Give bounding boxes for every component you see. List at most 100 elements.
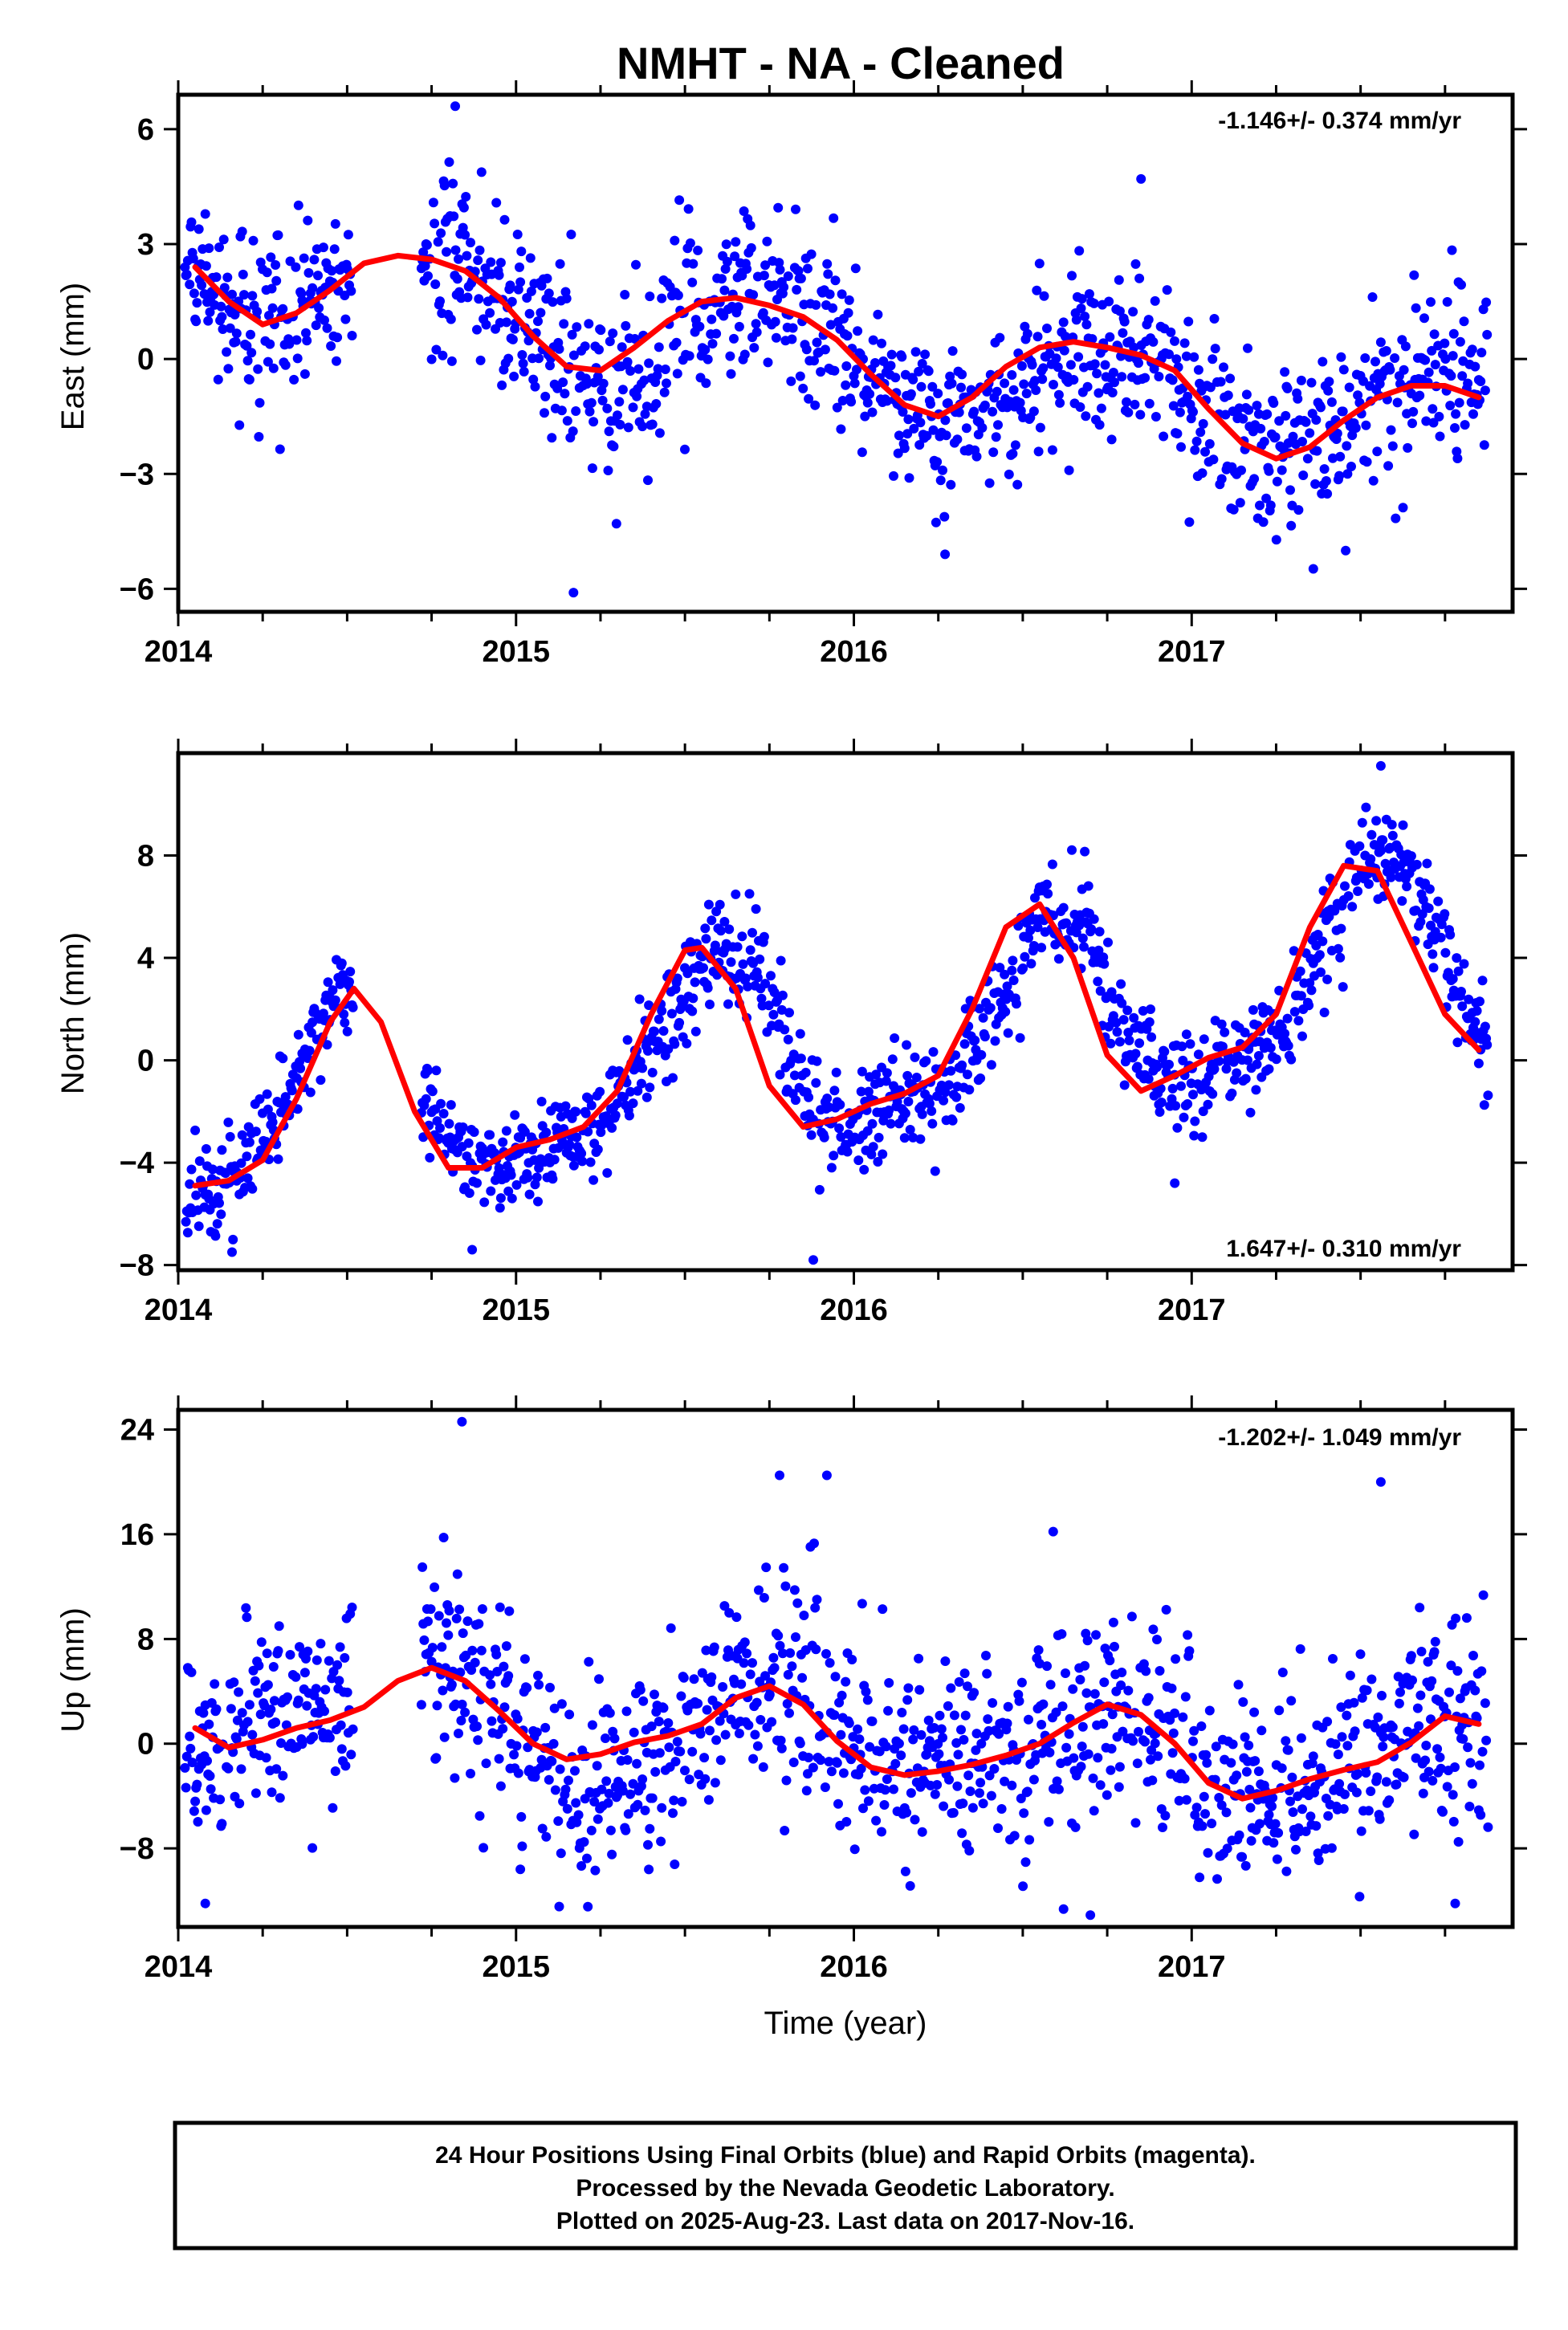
y-tick-label: 0 <box>137 343 154 377</box>
data-point <box>777 990 788 1000</box>
data-point <box>752 1741 763 1751</box>
data-point <box>1037 374 1048 385</box>
data-point <box>656 1836 666 1847</box>
data-point <box>1000 378 1010 389</box>
data-point <box>1094 420 1105 430</box>
data-point <box>689 1674 699 1684</box>
data-point <box>1240 1028 1250 1037</box>
data-point <box>293 1029 303 1040</box>
data-point <box>933 389 943 399</box>
data-point <box>472 1178 482 1188</box>
data-point <box>760 1671 771 1681</box>
data-point <box>917 1109 927 1119</box>
data-point <box>1216 1800 1227 1811</box>
data-point <box>732 942 743 952</box>
data-point <box>182 1228 193 1238</box>
data-point <box>1188 407 1198 417</box>
data-point <box>975 1073 986 1083</box>
data-point <box>812 337 822 348</box>
data-point <box>584 1656 594 1667</box>
data-point <box>635 1684 646 1695</box>
data-point <box>614 1065 625 1076</box>
data-point <box>609 442 619 452</box>
data-point <box>1375 845 1386 856</box>
data-point <box>1350 423 1361 433</box>
data-point <box>1418 1788 1428 1798</box>
data-point <box>495 1203 505 1213</box>
data-point <box>1106 434 1117 445</box>
data-point <box>1033 1645 1044 1656</box>
data-point <box>541 1127 552 1138</box>
data-point <box>516 1811 527 1822</box>
data-point <box>792 284 802 295</box>
y-tick-label: −6 <box>120 572 154 606</box>
data-point <box>193 224 204 234</box>
data-point <box>556 1848 566 1859</box>
x-tick-label: 2015 <box>482 1293 550 1327</box>
data-point <box>1043 889 1053 899</box>
data-point <box>426 1656 437 1667</box>
data-point <box>1067 845 1077 855</box>
data-point <box>234 1687 244 1697</box>
data-point <box>330 995 340 1005</box>
data-point <box>877 338 886 348</box>
data-point <box>586 1825 597 1835</box>
data-point <box>1470 361 1480 372</box>
data-point <box>701 378 711 389</box>
data-point <box>205 307 215 317</box>
data-point <box>914 1684 925 1695</box>
y-tick-label: 3 <box>137 228 154 262</box>
data-point <box>903 1097 914 1106</box>
data-point <box>512 1713 523 1724</box>
data-point <box>837 1690 847 1701</box>
data-point <box>1112 1027 1122 1037</box>
data-point <box>1220 1027 1230 1037</box>
data-point <box>1180 1692 1191 1702</box>
data-point <box>1051 1707 1061 1717</box>
data-point <box>280 1092 291 1102</box>
data-point <box>832 402 842 413</box>
data-point <box>1479 440 1489 450</box>
data-point <box>993 1823 1003 1833</box>
data-point <box>466 238 475 248</box>
data-point <box>703 983 713 993</box>
x-tick-label: 2017 <box>1158 635 1226 669</box>
data-point <box>1334 470 1345 481</box>
data-point <box>1270 1819 1281 1829</box>
data-point <box>1032 285 1042 295</box>
data-point <box>494 270 504 280</box>
data-point <box>923 366 934 377</box>
data-point <box>647 1067 658 1077</box>
data-point <box>1128 307 1138 317</box>
data-point <box>200 1898 210 1908</box>
data-point <box>657 1006 667 1016</box>
data-point <box>863 1796 874 1807</box>
data-point <box>920 349 931 360</box>
data-point <box>495 1781 506 1791</box>
data-point <box>1004 469 1014 479</box>
data-point <box>295 1642 304 1652</box>
data-point <box>1313 1848 1323 1859</box>
data-point <box>1003 1028 1013 1038</box>
data-point <box>452 1569 462 1579</box>
data-point <box>703 354 713 365</box>
data-point <box>683 204 694 214</box>
data-point <box>726 369 736 379</box>
data-point <box>234 420 245 430</box>
data-point <box>940 1087 951 1098</box>
data-point <box>1053 1784 1064 1794</box>
data-point <box>1385 365 1395 375</box>
data-point <box>477 1604 487 1614</box>
data-point <box>934 1749 944 1759</box>
data-point <box>1476 1666 1487 1676</box>
data-point <box>833 1798 843 1809</box>
data-point <box>731 237 741 247</box>
data-point <box>481 1758 491 1769</box>
data-point <box>560 1784 571 1794</box>
data-point <box>1123 407 1134 418</box>
data-point <box>1362 457 1372 467</box>
data-point <box>299 253 309 263</box>
data-point <box>930 1789 940 1799</box>
data-point <box>867 1716 878 1726</box>
data-point <box>882 1774 892 1784</box>
